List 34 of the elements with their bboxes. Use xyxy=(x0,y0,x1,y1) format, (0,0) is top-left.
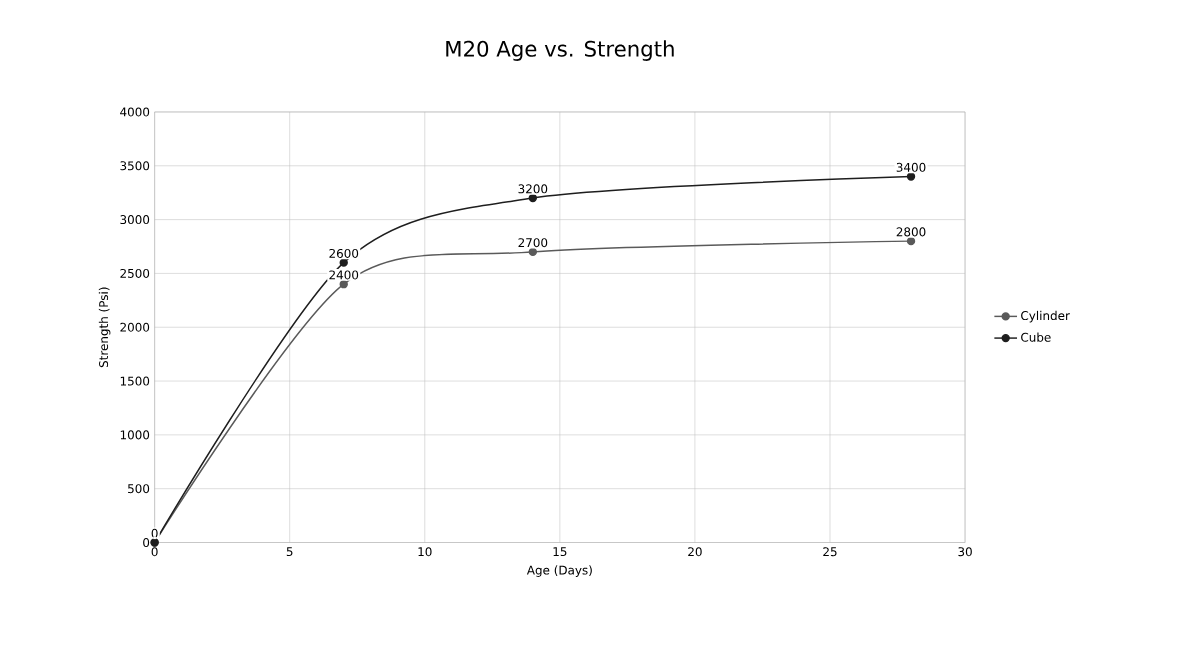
x-tick-label: 5 xyxy=(286,547,293,557)
x-tick-label: 10 xyxy=(418,547,432,557)
x-tick-label: 20 xyxy=(688,547,702,557)
y-tick-label: 0 xyxy=(143,537,150,547)
y-tick-label: 1500 xyxy=(120,376,150,386)
data-label: 3400 xyxy=(896,162,926,172)
point xyxy=(528,193,538,203)
point xyxy=(528,247,538,257)
y-tick-label: 4000 xyxy=(120,107,150,117)
x-tick-label: 25 xyxy=(823,547,837,557)
x-tick-label: 15 xyxy=(553,547,567,557)
data-label: 0 xyxy=(151,528,158,538)
data-label: 2400 xyxy=(329,270,359,280)
y-axis-title: Strength (Psi) xyxy=(98,287,111,368)
y-tick-label: 3500 xyxy=(120,161,150,171)
point xyxy=(906,172,916,181)
legend-label: Cylinder xyxy=(1021,310,1070,323)
point xyxy=(339,258,348,267)
x-tick-label: 30 xyxy=(958,547,972,557)
data-label: 2700 xyxy=(518,238,548,248)
data-label: 3200 xyxy=(518,184,548,194)
y-tick-label: 3000 xyxy=(120,215,150,225)
point xyxy=(339,279,348,289)
legend-label: Cube xyxy=(1021,332,1051,342)
y-tick-label: 2500 xyxy=(120,268,150,278)
chart-title: M20 Age vs. Strength xyxy=(446,40,674,61)
y-tick-label: 1000 xyxy=(120,430,150,440)
data-label: 2800 xyxy=(896,227,926,237)
y-tick-label: 2000 xyxy=(120,322,150,332)
x-tick-label: 0 xyxy=(151,547,158,557)
x-axis-title: Age (Days) xyxy=(526,565,592,577)
y-tick-label: 500 xyxy=(128,484,150,494)
data-label: 2600 xyxy=(329,248,359,258)
point xyxy=(906,236,916,246)
